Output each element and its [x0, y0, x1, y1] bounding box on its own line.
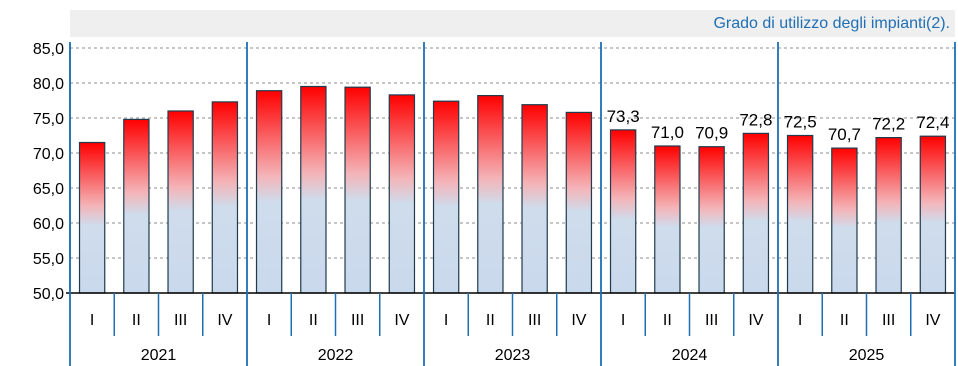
quarter-label: I: [798, 312, 802, 329]
bar: [786, 134, 814, 294]
quarter-label: IV: [571, 312, 586, 329]
y-tick-label: 60,0: [33, 216, 64, 233]
bar: [477, 94, 504, 294]
bar: [123, 118, 150, 294]
quarter-label: I: [444, 312, 448, 329]
bar: [167, 110, 194, 294]
bar: [831, 147, 858, 294]
bar: [742, 132, 770, 294]
y-tick-label: 65,0: [33, 181, 64, 198]
quarter-label: I: [621, 312, 625, 329]
axis-layer: 50,055,060,065,070,075,080,085,0I II III IV…: [33, 41, 956, 366]
y-tick-label: 85,0: [33, 41, 64, 58]
bar: [875, 137, 902, 294]
bar: [78, 141, 106, 294]
quarter-label: IV: [748, 312, 763, 329]
bar: [211, 101, 239, 294]
y-tick-label: 50,0: [33, 286, 64, 303]
y-tick-label: 70,0: [33, 146, 64, 163]
bar: [388, 94, 416, 294]
data-label: 72,2: [872, 115, 905, 134]
bar: [344, 86, 371, 294]
quarter-label: II: [486, 312, 495, 329]
quarter-label: I: [90, 312, 94, 329]
bar: [521, 104, 548, 294]
data-label: 72,5: [784, 113, 817, 132]
quarter-label: III: [882, 312, 895, 329]
y-tick-label: 80,0: [33, 76, 64, 93]
quarter-label: II: [840, 312, 849, 329]
y-tick-label: 55,0: [33, 251, 64, 268]
quarter-label: II: [309, 312, 318, 329]
quarter-label: IV: [217, 312, 232, 329]
quarter-label: III: [705, 312, 718, 329]
year-label: 2025: [849, 347, 885, 364]
quarter-label: III: [351, 312, 364, 329]
header-band: [70, 10, 955, 37]
data-label: 73,3: [607, 107, 640, 126]
data-label: 71,0: [651, 123, 684, 142]
chart-title: Grado di utilizzo degli impianti(2).: [713, 15, 950, 32]
quarter-label: III: [174, 312, 187, 329]
bar: [919, 135, 947, 294]
quarter-label: IV: [925, 312, 940, 329]
bar: [565, 111, 593, 294]
quarter-label: II: [663, 312, 672, 329]
data-label: 70,7: [828, 125, 861, 144]
year-label: 2023: [495, 347, 531, 364]
data-label: 72,8: [739, 110, 772, 129]
quarter-label: III: [528, 312, 541, 329]
year-label: 2022: [318, 347, 354, 364]
y-tick-label: 75,0: [33, 111, 64, 128]
quarter-label: II: [132, 312, 141, 329]
year-label: 2021: [141, 347, 177, 364]
quarter-label: I: [267, 312, 271, 329]
bar: [654, 145, 681, 294]
bar: [698, 146, 725, 294]
bar: [609, 129, 637, 294]
bar: [432, 100, 460, 294]
quarter-label: IV: [394, 312, 409, 329]
bar: [300, 85, 327, 294]
bars-layer: 73,3 71,0 70,9 72,8 72,5 70,7 72,2 72,4: [78, 85, 949, 294]
bar: [255, 90, 283, 294]
year-label: 2024: [672, 347, 708, 364]
grid-layer: [70, 47, 955, 259]
data-label: 70,9: [695, 124, 728, 143]
data-label: 72,4: [916, 113, 949, 132]
